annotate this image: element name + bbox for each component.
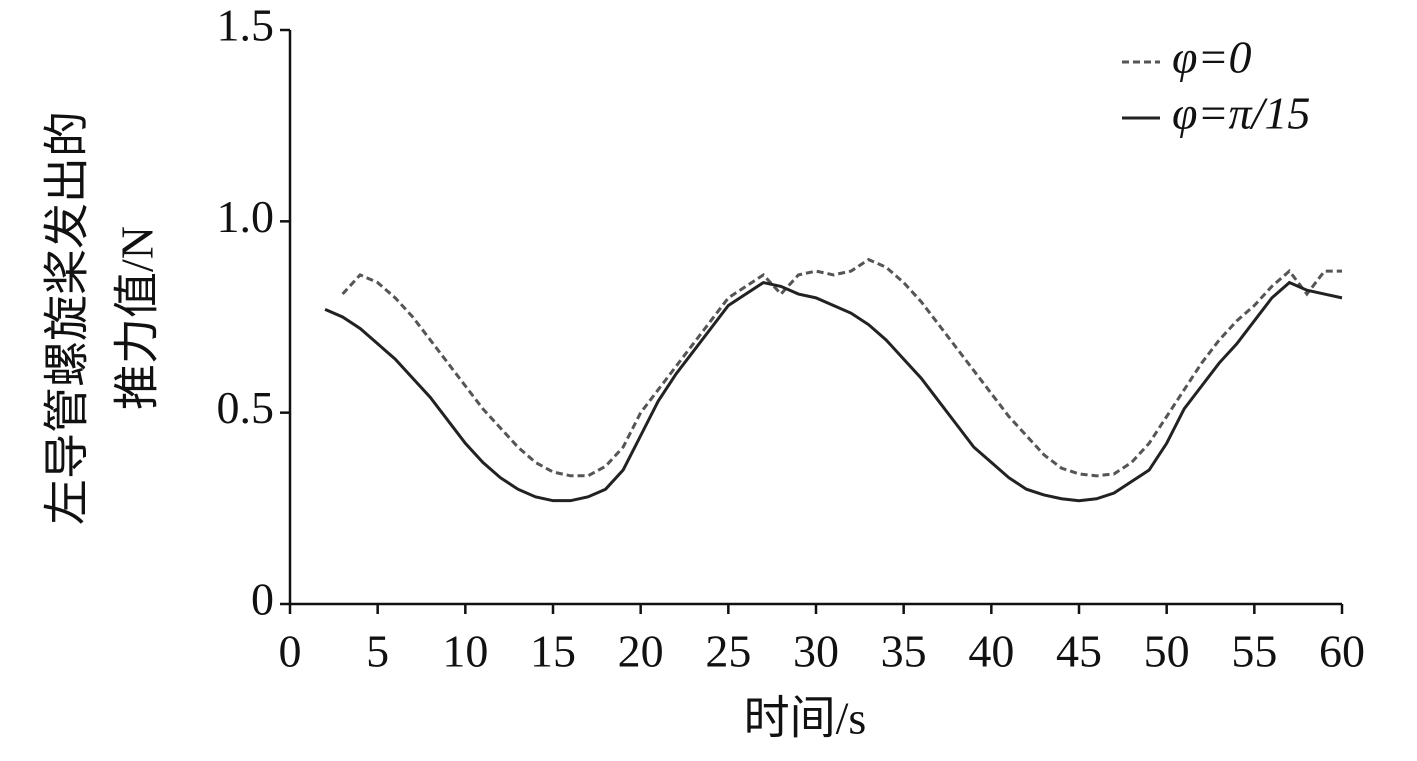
- x-tick-label: 15: [530, 626, 576, 677]
- y-axis-label: 推力值/N: [112, 226, 163, 410]
- y-tick-label: 0: [251, 574, 274, 625]
- series-line: [341, 257, 1342, 478]
- series-line: [324, 280, 1343, 503]
- y-axis-label: 左导管螺旋桨发出的: [42, 111, 93, 525]
- y-tick-label: 1.5: [217, 0, 275, 51]
- x-tick-label: 20: [618, 626, 664, 677]
- x-tick-label: 55: [1231, 626, 1277, 677]
- y-tick-label: 0.5: [217, 382, 275, 433]
- x-tick-label: 40: [968, 626, 1014, 677]
- legend-label: φ=0: [1172, 32, 1252, 83]
- y-tick-label: 1.0: [217, 191, 275, 242]
- x-tick-label: 35: [881, 626, 927, 677]
- x-tick-label: 10: [442, 626, 488, 677]
- x-tick-label: 60: [1319, 626, 1365, 677]
- legend-label: φ=π/15: [1172, 88, 1310, 139]
- x-tick-label: 30: [793, 626, 839, 677]
- x-axis-label: 时间/s: [744, 693, 867, 744]
- x-tick-label: 25: [705, 626, 751, 677]
- x-tick-label: 0: [279, 626, 302, 677]
- x-tick-label: 5: [366, 626, 389, 677]
- x-tick-label: 50: [1144, 626, 1190, 677]
- x-tick-label: 45: [1056, 626, 1102, 677]
